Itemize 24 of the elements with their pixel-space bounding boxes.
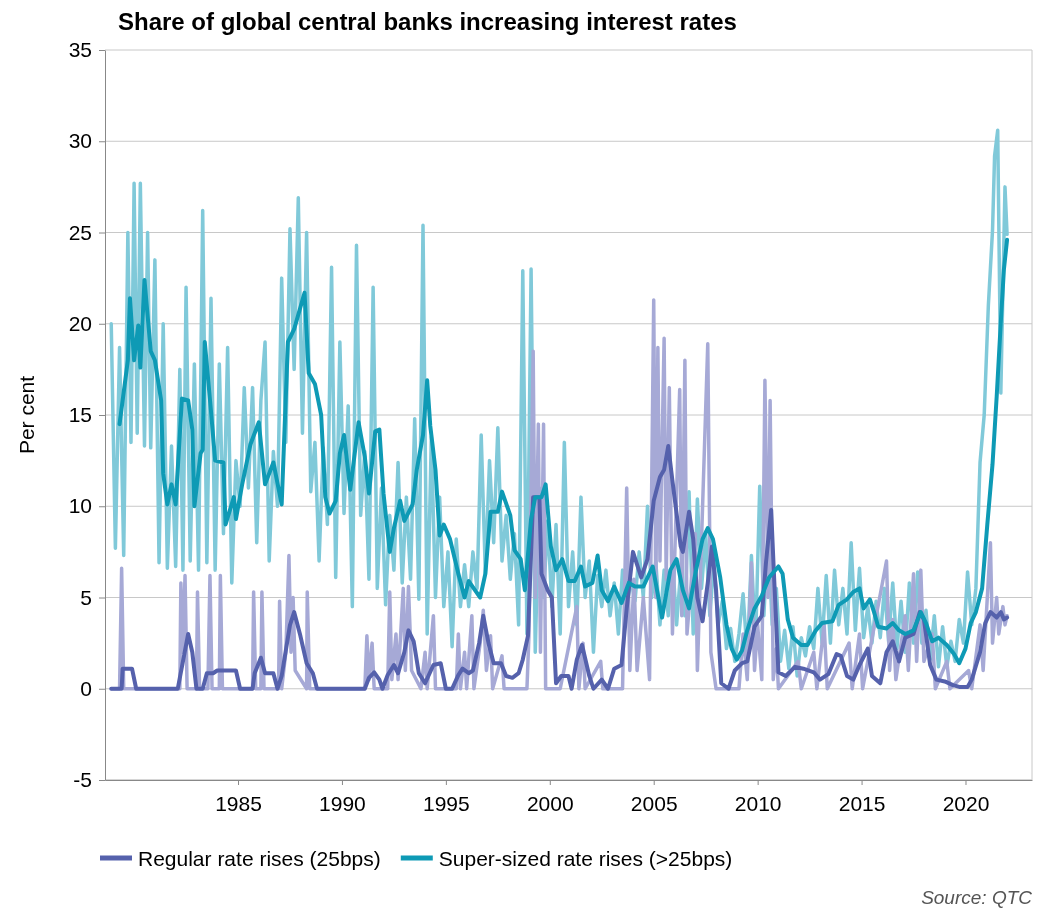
x-tick-label: 1995	[423, 792, 470, 816]
x-tick-label: 2020	[942, 792, 990, 816]
legend-label: Super-sized rate rises (>25bps)	[438, 847, 733, 870]
chart-title: Share of global central banks increasing interest rates	[118, 8, 737, 35]
y-tick-label: 15	[68, 403, 92, 427]
y-tick-label: 25	[68, 220, 92, 244]
y-tick-label: 30	[68, 129, 92, 153]
legend-label: Regular rate rises (25bps)	[138, 847, 381, 870]
x-tick-label: 2015	[838, 792, 886, 816]
y-tick-label: 20	[68, 311, 92, 335]
x-tick-label: 2010	[734, 792, 782, 816]
y-tick-label: 0	[80, 676, 92, 700]
x-tick-label: 1985	[215, 792, 262, 816]
source-note: Source: QTC	[921, 887, 1033, 908]
y-tick-label: -5	[73, 768, 92, 792]
x-tick-label: 2005	[630, 792, 678, 816]
x-tick-label: 1990	[319, 792, 366, 816]
y-tick-label: 35	[68, 38, 92, 62]
line-series	[117, 237, 1010, 666]
y-tick-label: 5	[80, 585, 92, 609]
x-tick-label: 2000	[526, 792, 574, 816]
y-tick-label: 10	[68, 494, 92, 518]
y-axis-title: Per cent	[15, 375, 38, 455]
line-series	[109, 444, 1010, 691]
